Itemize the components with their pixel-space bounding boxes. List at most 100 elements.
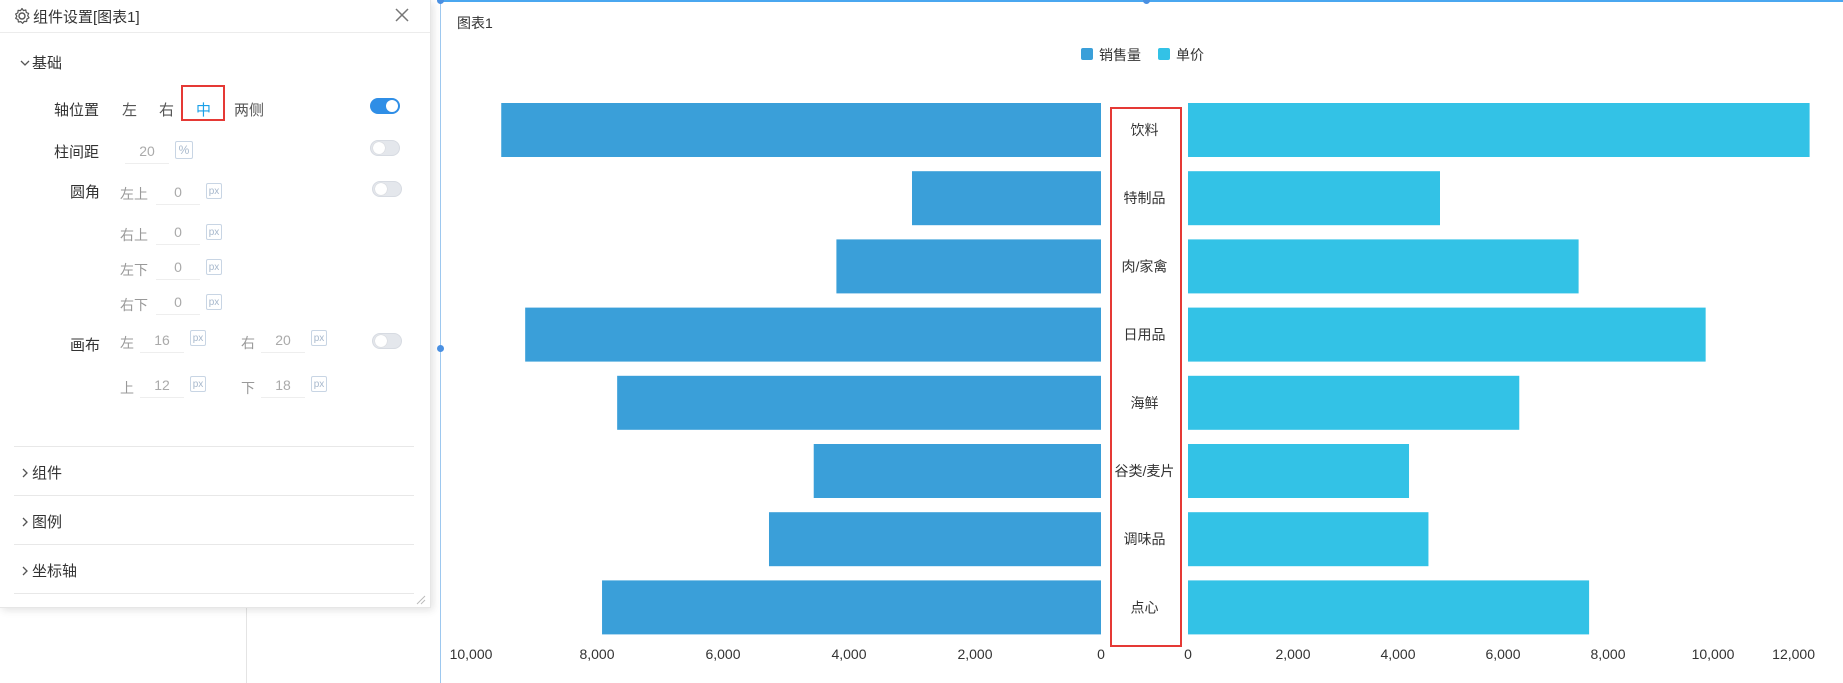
- corner-radius-toggle[interactable]: [372, 181, 402, 197]
- right-axis-tick-label: 12,000: [1772, 646, 1815, 662]
- canvas-toggle[interactable]: [372, 333, 402, 349]
- section-divider: [14, 495, 414, 496]
- left-axis-tick-label: 10,000: [450, 646, 493, 662]
- bar-sales-4[interactable]: [617, 375, 1101, 430]
- section-axis-header[interactable]: 坐标轴: [20, 560, 77, 581]
- right-axis-tick-label: 0: [1184, 646, 1192, 662]
- bar-sales-1[interactable]: [912, 171, 1101, 226]
- legend-label-price: 单价: [1176, 47, 1204, 63]
- chart-selection-border: [440, 0, 441, 683]
- axis-option-right[interactable]: 右: [159, 102, 175, 119]
- right-axis-tick-label: 8,000: [1590, 646, 1625, 662]
- section-divider: [14, 446, 414, 447]
- px-unit-icon: px: [311, 376, 327, 392]
- canvas-left-input[interactable]: [140, 328, 184, 353]
- section-divider: [14, 544, 414, 545]
- right-axis-tick-label: 2,000: [1275, 646, 1310, 662]
- px-unit-icon: px: [206, 183, 222, 199]
- right-axis-tick-label: 10,000: [1692, 646, 1735, 662]
- bar-spacing-toggle[interactable]: [370, 140, 400, 156]
- chevron-right-icon: [20, 565, 32, 579]
- category-label: 调味品: [1124, 531, 1166, 547]
- section-basic-label: 基础: [32, 55, 63, 72]
- canvas-right-label: 右: [241, 335, 255, 351]
- px-unit-icon: px: [190, 376, 206, 392]
- resize-handle[interactable]: [1143, 0, 1150, 4]
- bar-price-3[interactable]: [1188, 307, 1706, 362]
- bar-sales-6[interactable]: [768, 512, 1101, 567]
- canvas-right-input[interactable]: [261, 328, 305, 353]
- category-axis-highlight: [1110, 107, 1182, 647]
- component-settings-panel: 组件设置[图表1] 基础 轴位置 左 右 中 两侧 柱间距 % 圆角 左上 px…: [0, 0, 431, 608]
- px-unit-icon: px: [206, 294, 222, 310]
- percent-unit-icon: %: [175, 141, 193, 159]
- bar-sales-0[interactable]: [501, 103, 1101, 157]
- bar-sales-7[interactable]: [602, 580, 1101, 635]
- left-axis-tick-label: 6,000: [705, 646, 740, 662]
- chevron-right-icon: [20, 516, 32, 530]
- category-label: 肉/家禽: [1122, 258, 1168, 274]
- resize-handle[interactable]: [437, 345, 444, 352]
- section-component-label: 组件: [32, 465, 63, 482]
- corner-bottom-left-label: 左下: [120, 262, 148, 278]
- category-label: 饮料: [1131, 122, 1159, 138]
- bar-spacing-input[interactable]: [125, 139, 169, 164]
- category-label: 日用品: [1124, 327, 1166, 343]
- chart-selection-border: [440, 0, 1843, 2]
- axis-position-toggle[interactable]: [370, 98, 400, 114]
- category-label: 点心: [1131, 599, 1159, 615]
- bar-price-5[interactable]: [1188, 444, 1410, 498]
- bar-sales-2[interactable]: [836, 239, 1101, 294]
- chevron-down-icon: [20, 57, 32, 71]
- canvas-label: 画布: [70, 337, 101, 354]
- background-divider: [246, 600, 247, 683]
- px-unit-icon: px: [311, 330, 327, 346]
- axis-position-label: 轴位置: [54, 102, 100, 119]
- canvas-top-input[interactable]: [140, 373, 184, 398]
- left-axis-tick-label: 4,000: [831, 646, 866, 662]
- corner-radius-label: 圆角: [70, 184, 101, 201]
- legend-swatch-sales: [1081, 48, 1093, 60]
- category-label: 特制品: [1124, 190, 1166, 206]
- bar-price-0[interactable]: [1188, 103, 1810, 157]
- bar-price-2[interactable]: [1188, 239, 1579, 294]
- canvas-top-label: 上: [120, 380, 134, 396]
- px-unit-icon: px: [206, 259, 222, 275]
- bar-price-6[interactable]: [1188, 512, 1429, 567]
- axis-option-both-sides[interactable]: 两侧: [234, 102, 265, 119]
- close-icon[interactable]: [391, 4, 413, 26]
- corner-top-right-label: 右上: [120, 227, 148, 243]
- corner-top-left-label: 左上: [120, 186, 148, 202]
- panel-title: 组件设置[图表1]: [33, 9, 140, 26]
- canvas-bottom-label: 下: [241, 380, 255, 396]
- corner-top-right-input[interactable]: [156, 220, 200, 245]
- px-unit-icon: px: [190, 330, 206, 346]
- section-component-header[interactable]: 组件: [20, 462, 62, 483]
- corner-bottom-right-input[interactable]: [156, 290, 200, 315]
- right-axis-tick-label: 4,000: [1380, 646, 1415, 662]
- bar-sales-3[interactable]: [525, 307, 1101, 362]
- bar-price-4[interactable]: [1188, 375, 1520, 430]
- resize-handle[interactable]: [437, 0, 444, 4]
- resize-grip-icon[interactable]: [414, 593, 426, 605]
- chevron-right-icon: [20, 467, 32, 481]
- bar-sales-5[interactable]: [813, 444, 1101, 498]
- canvas-bottom-input[interactable]: [261, 373, 305, 398]
- corner-bottom-right-label: 右下: [120, 297, 148, 313]
- axis-option-left[interactable]: 左: [122, 102, 138, 119]
- section-legend-header[interactable]: 图例: [20, 511, 62, 532]
- right-axis-tick-label: 6,000: [1485, 646, 1520, 662]
- bar-price-7[interactable]: [1188, 580, 1590, 635]
- corner-top-left-input[interactable]: [156, 180, 200, 205]
- axis-option-center[interactable]: 中: [196, 102, 212, 119]
- bar-price-1[interactable]: [1188, 171, 1440, 226]
- px-unit-icon: px: [206, 224, 222, 240]
- section-basic-header[interactable]: 基础: [20, 52, 62, 73]
- corner-bottom-left-input[interactable]: [156, 255, 200, 280]
- section-axis-label: 坐标轴: [32, 563, 78, 580]
- legend-label-sales: 销售量: [1099, 47, 1141, 63]
- selected-option-highlight: [181, 85, 225, 121]
- section-divider: [14, 593, 414, 594]
- left-axis-tick-label: 8,000: [579, 646, 614, 662]
